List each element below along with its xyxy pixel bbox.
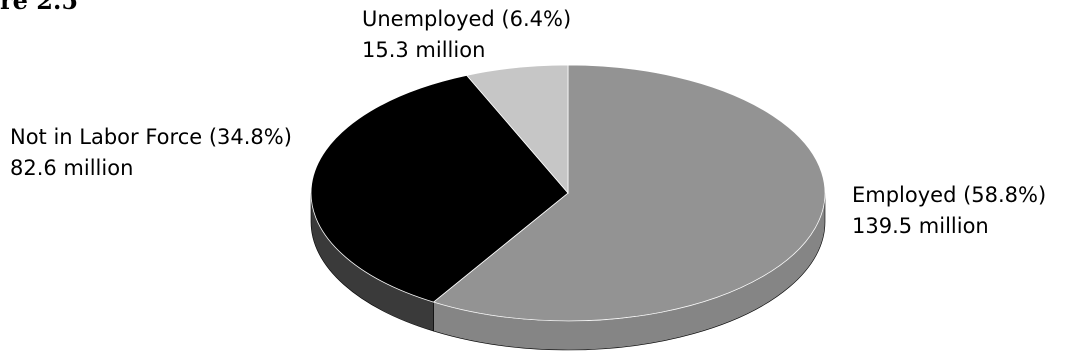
slice-label-not-in-labor-force: Not in Labor Force (34.8%) 82.6 million: [10, 122, 292, 184]
pie-slice-employed: [432, 64, 826, 322]
slice-label-unemployed-value: 15.3 million: [362, 38, 486, 62]
figure-label: re 2.5: [0, 0, 79, 15]
pie-slice-unemployed: [466, 64, 569, 195]
pie-slice-not-in-labor-force: [310, 74, 569, 303]
slice-label-unemployed-name: Unemployed (6.4%): [362, 7, 572, 31]
slice-label-not-in-labor-force-name: Not in Labor Force (34.8%): [10, 125, 292, 149]
slice-label-not-in-labor-force-value: 82.6 million: [10, 156, 134, 180]
slice-label-employed-name: Employed (58.8%): [852, 183, 1047, 207]
slice-label-unemployed: Unemployed (6.4%) 15.3 million: [362, 4, 571, 66]
slice-label-employed-value: 139.5 million: [852, 214, 989, 238]
slice-label-employed: Employed (58.8%) 139.5 million: [852, 180, 1046, 242]
